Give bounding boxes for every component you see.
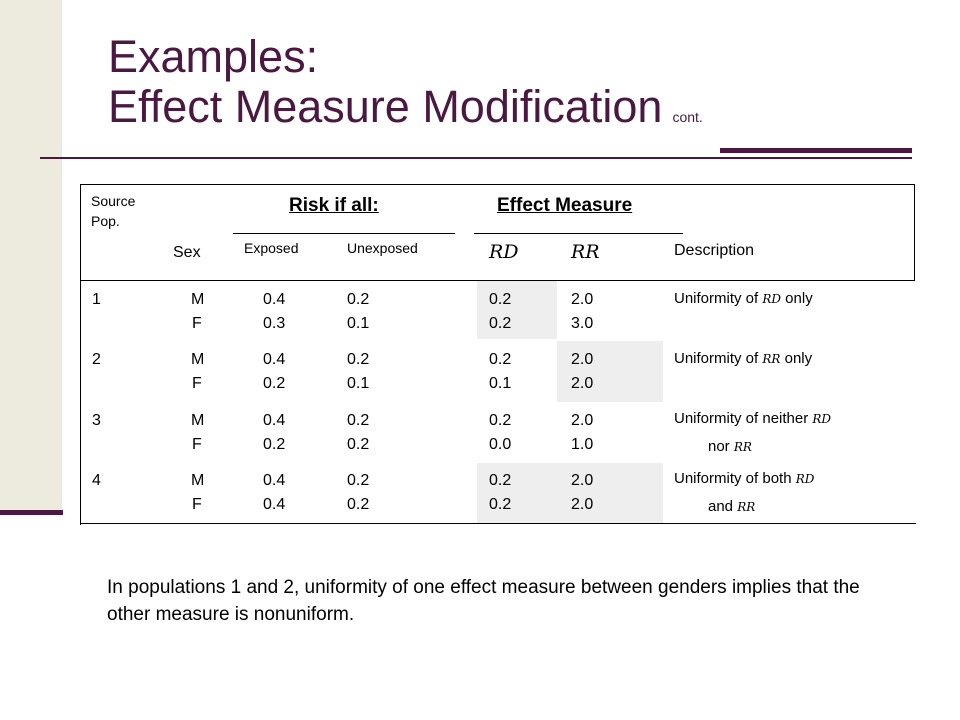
row2-exp-m: 0.4: [263, 351, 286, 368]
row4-rr-f: 2.0: [571, 496, 594, 513]
title-rule: [40, 157, 912, 159]
row2-rr-f: 2.0: [571, 375, 594, 392]
row3-desc-text: Uniformity of neither: [674, 410, 813, 427]
row3-rd-m: 0.2: [489, 412, 512, 429]
title-line-1: Examples:: [108, 31, 319, 82]
row1-description-line: Uniformity of RD only: [674, 285, 813, 313]
sidebar-decoration: [0, 0, 62, 510]
title-main: Effect Measure Modification: [108, 81, 663, 132]
header-description: Description: [674, 242, 755, 259]
row4-sex-f: F: [192, 496, 202, 513]
row1-rr-m: 2.0: [571, 291, 594, 308]
row2-rd-f: 0.1: [489, 375, 512, 392]
row3-pop: 3: [92, 412, 101, 429]
row3-exp-m: 0.4: [263, 412, 286, 429]
header-rr: RR: [571, 241, 600, 263]
row4-desc-measure2: RR: [737, 500, 756, 514]
row3-description-line2: nor RR: [674, 433, 831, 461]
row3-sex-m: M: [191, 412, 205, 429]
row2-desc-suffix: only: [780, 350, 813, 367]
row3-rr-f: 1.0: [571, 436, 594, 453]
row4-description-line2: and RR: [674, 493, 814, 521]
title-line-2: Effect Measure Modification cont.: [108, 82, 703, 142]
row1-rd-f: 0.2: [489, 315, 512, 332]
row1-exp-f: 0.3: [263, 315, 286, 332]
row2-description-line: Uniformity of RR only: [674, 345, 812, 373]
row1-desc-suffix: only: [781, 290, 813, 307]
row4-exp-m: 0.4: [263, 472, 286, 489]
row4-exp-f: 0.4: [263, 496, 286, 513]
row4-desc-conj: and: [708, 498, 738, 515]
row4-rd-f: 0.2: [489, 496, 512, 513]
row4-rd-m: 0.2: [489, 472, 512, 489]
row1-exp-m: 0.4: [263, 291, 286, 308]
row1-rr-f: 3.0: [571, 315, 594, 332]
row1-rd-m: 0.2: [489, 291, 512, 308]
table-bottom-border: [81, 523, 916, 524]
row4-desc-measure: RD: [795, 472, 815, 486]
row3-desc-measure2: RR: [733, 440, 752, 454]
row1-sex-m: M: [191, 291, 205, 308]
row3-rd-f: 0.0: [489, 436, 512, 453]
row3-sex-f: F: [192, 436, 202, 453]
table-right-border: [914, 185, 915, 280]
effect-table: Source Pop. Sex Risk if all: Effect Meas…: [80, 184, 916, 525]
row2-sex-f: F: [192, 375, 202, 392]
row2-desc-measure: RR: [762, 352, 781, 366]
effect-underline: [474, 233, 683, 234]
row3-desc-measure: RD: [812, 412, 832, 426]
row1-unexp-m: 0.2: [347, 291, 370, 308]
header-source-pop: Source Pop.: [91, 193, 136, 229]
row2-rr-m: 2.0: [571, 351, 594, 368]
row1-sex-f: F: [192, 315, 202, 332]
row1-desc-text: Uniformity of: [674, 290, 763, 307]
row4-description-line1: Uniformity of both RD: [674, 465, 814, 493]
header-effect-measure: Effect Measure: [497, 195, 633, 216]
row3-unexp-m: 0.2: [347, 412, 370, 429]
row2-unexp-f: 0.1: [347, 375, 370, 392]
row4-desc-text: Uniformity of both: [674, 470, 796, 487]
row2-desc-text: Uniformity of: [674, 350, 763, 367]
row4-unexp-f: 0.2: [347, 496, 370, 513]
row1-pop: 1: [92, 291, 101, 308]
risk-underline: [233, 233, 455, 234]
header-sex: Sex: [173, 244, 201, 261]
row3-desc-conj: nor: [708, 438, 734, 455]
row1-description: Uniformity of RD only: [674, 285, 813, 313]
shade-row1-rd: [477, 281, 557, 339]
slide-title: Examples: Effect Measure Modification con…: [108, 32, 703, 142]
title-suffix: cont.: [672, 109, 703, 125]
row4-pop: 4: [92, 472, 101, 489]
row4-rr-m: 2.0: [571, 472, 594, 489]
row3-description: Uniformity of neither RD nor RR: [674, 405, 831, 461]
row2-rd-m: 0.2: [489, 351, 512, 368]
row1-unexp-f: 0.1: [347, 315, 370, 332]
header-unexposed: Unexposed: [347, 240, 418, 256]
shade-row2-rr: [557, 341, 663, 402]
row3-description-line1: Uniformity of neither RD: [674, 405, 831, 433]
row3-exp-f: 0.2: [263, 436, 286, 453]
row2-unexp-m: 0.2: [347, 351, 370, 368]
row3-unexp-f: 0.2: [347, 436, 370, 453]
row1-desc-measure: RD: [762, 292, 782, 306]
footnote: In populations 1 and 2, uniformity of on…: [107, 577, 860, 625]
sidebar-accent: [0, 510, 63, 515]
row4-unexp-m: 0.2: [347, 472, 370, 489]
row2-sex-m: M: [191, 351, 205, 368]
header-rd: RD: [489, 241, 519, 263]
row2-description: Uniformity of RR only: [674, 345, 812, 373]
row3-rr-m: 2.0: [571, 412, 594, 429]
header-risk-if-all: Risk if all:: [289, 195, 379, 216]
title-rule-accent: [720, 148, 912, 153]
header-exposed: Exposed: [244, 240, 299, 256]
header-divider: [81, 280, 915, 281]
shade-row4-both: [477, 463, 663, 523]
row2-exp-f: 0.2: [263, 375, 286, 392]
row4-sex-m: M: [191, 472, 205, 489]
row2-pop: 2: [92, 351, 101, 368]
row4-description: Uniformity of both RD and RR: [674, 465, 814, 521]
